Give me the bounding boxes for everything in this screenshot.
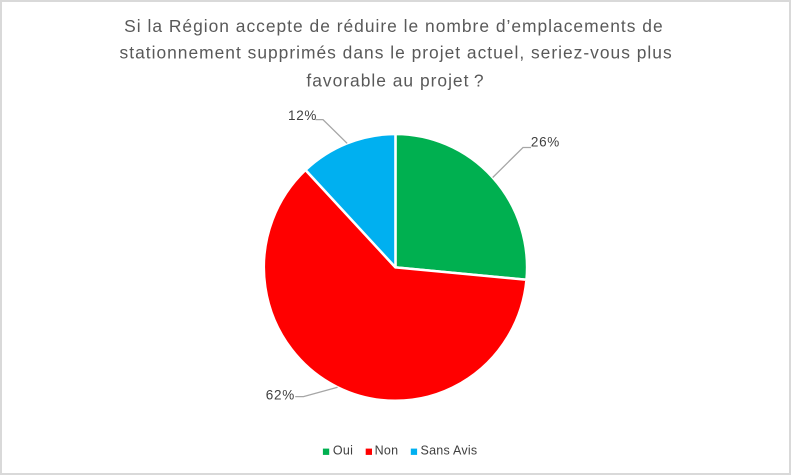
svg-text:Non: Non [375, 444, 399, 458]
svg-text:26%: 26% [531, 134, 560, 149]
svg-text:favorable au projet ?: favorable au projet ? [306, 71, 484, 91]
svg-text:12%: 12% [288, 108, 317, 123]
svg-text:Oui: Oui [333, 444, 353, 458]
svg-text:Sans Avis: Sans Avis [421, 444, 478, 458]
svg-text:stationnement supprimés dans l: stationnement supprimés dans le projet a… [120, 43, 673, 63]
svg-text:Si la Région accepte de réduir: Si la Région accepte de réduire le nombr… [124, 16, 663, 36]
svg-text:62%: 62% [266, 387, 295, 402]
